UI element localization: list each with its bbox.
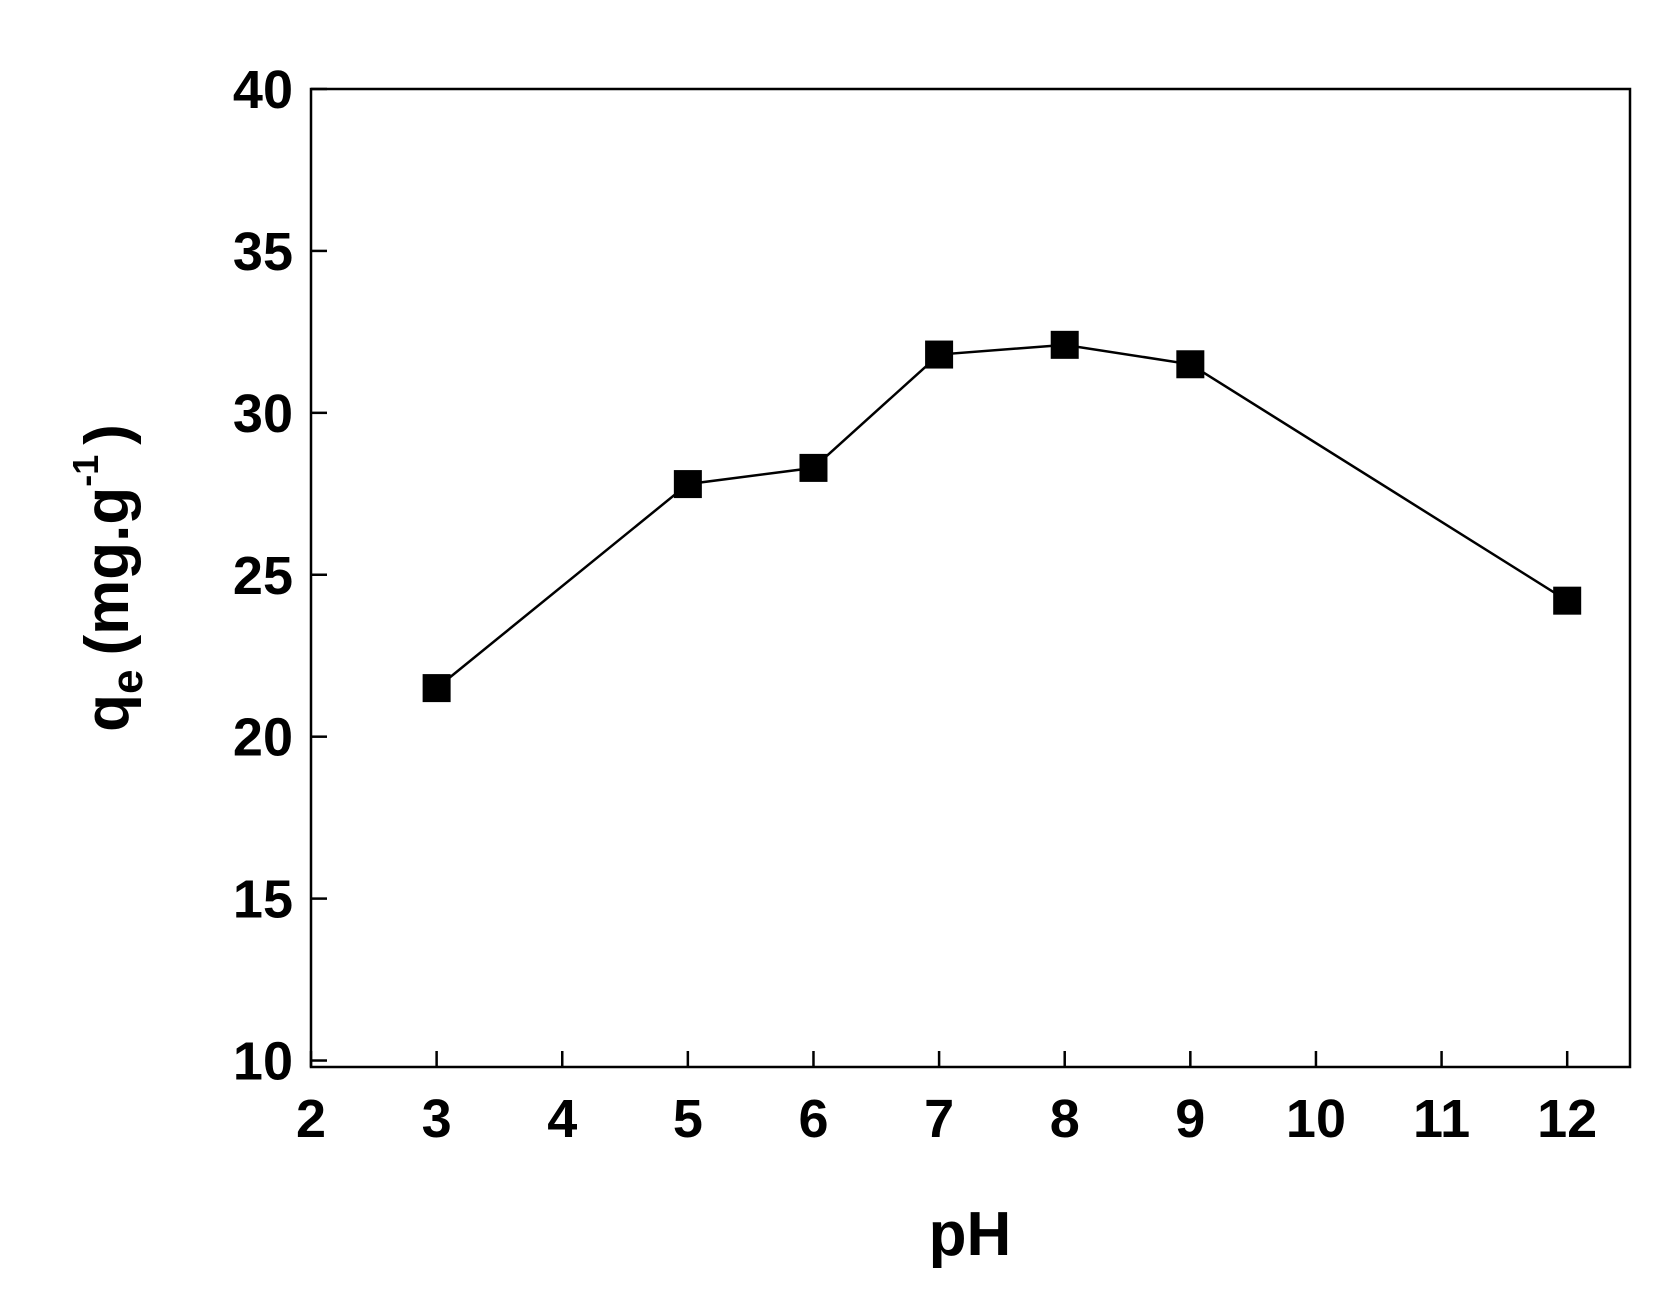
data-point xyxy=(422,674,451,703)
y-tick-label: 10 xyxy=(233,1032,293,1092)
x-tick-label: 9 xyxy=(1175,1089,1205,1149)
data-line xyxy=(435,343,1568,690)
y-tick-label: 35 xyxy=(233,222,293,282)
x-tick-label: 8 xyxy=(1050,1089,1080,1149)
data-point xyxy=(1553,586,1582,615)
x-tick-label: 10 xyxy=(1286,1089,1346,1149)
data-point xyxy=(673,470,702,499)
y-label-unit: (mg.g xyxy=(73,487,142,656)
x-tick-label: 11 xyxy=(1413,1089,1470,1149)
y-label-symbol: q xyxy=(73,694,142,732)
x-tick-label: 5 xyxy=(673,1089,703,1149)
x-tick-label: 7 xyxy=(924,1089,954,1149)
y-axis-label: qe (mg.g-1) xyxy=(65,424,152,732)
data-point xyxy=(925,340,954,369)
y-tick-label: 15 xyxy=(233,870,293,930)
x-axis-label: pH xyxy=(929,1200,1012,1269)
y-tick-label: 30 xyxy=(233,384,293,444)
y-label-close: ) xyxy=(73,424,142,445)
plot-frame xyxy=(309,87,1632,1069)
x-tick-label: 6 xyxy=(798,1089,828,1149)
x-tick-label: 2 xyxy=(296,1089,326,1149)
data-point xyxy=(799,453,828,482)
x-tick-label: 12 xyxy=(1537,1089,1597,1149)
data-point xyxy=(1050,330,1079,359)
data-point xyxy=(1176,350,1205,379)
y-tick-label: 25 xyxy=(233,546,293,606)
x-tick-label: 4 xyxy=(547,1089,577,1149)
y-label-subscript: e xyxy=(103,670,152,694)
y-label-superscript: -1 xyxy=(65,455,106,487)
y-tick-label: 40 xyxy=(233,60,293,120)
x-tick-label: 3 xyxy=(422,1089,452,1149)
y-tick-label: 20 xyxy=(233,708,293,768)
